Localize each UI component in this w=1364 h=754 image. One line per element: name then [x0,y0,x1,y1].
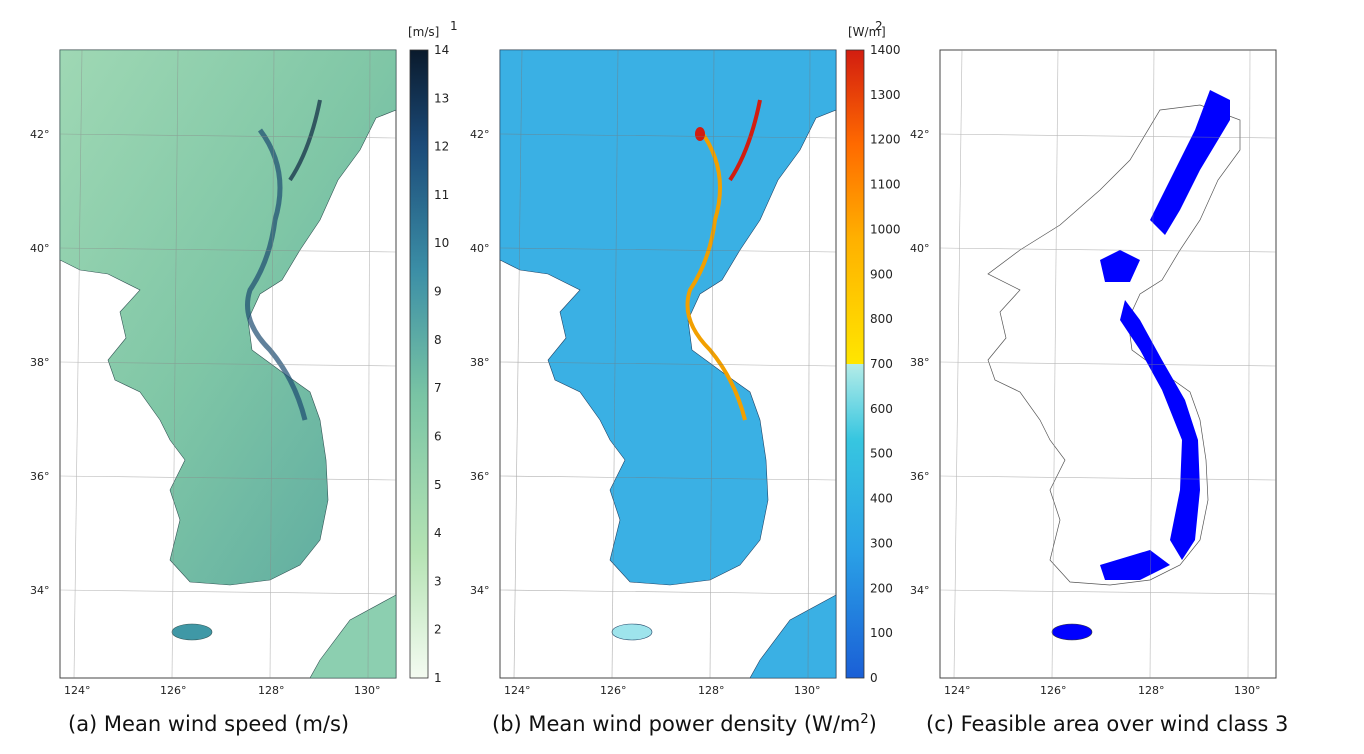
colorbar-label: 3 [434,574,442,588]
mountain-ridge [288,99,322,182]
caption-b: (b) Mean wind power density (W/m2) [492,712,877,736]
hotspot-ridge [728,99,762,182]
lon-label: 126° [160,684,187,697]
colorbar-label: 1 [434,671,442,685]
lon-label: 124° [504,684,531,697]
lat-label: 36° [910,470,930,483]
lon-label: 126° [1040,684,1067,697]
colorbar-labels: 14 13 12 11 10 9 8 7 6 5 4 3 2 1 [434,43,449,685]
colorbar [409,49,429,679]
hotspot-ridge [685,128,747,421]
colorbar-label: 7 [434,381,442,395]
lat-label: 34° [470,584,490,597]
colorbar-label: 1300 [870,88,900,102]
lon-label: 126° [600,684,627,697]
caption-c: (c) Feasible area over wind class 3 [926,712,1289,736]
hotspot [695,127,705,141]
lat-label: 42° [470,128,490,141]
colorbar-label: 14 [434,43,449,57]
colorbar-label: 600 [870,402,893,416]
colorbar-label: 400 [870,492,893,506]
colorbar-labels: 1400130012001100100090080070060050040030… [870,43,900,685]
caption-a: (a) Mean wind speed (m/s) [68,712,350,736]
colorbar-label: 9 [434,285,442,299]
lon-label: 130° [794,684,821,697]
colorbar-unit: [m/s] [408,25,439,39]
lat-label: 40° [30,242,50,255]
lon-label: 128° [698,684,725,697]
colorbar-label: 800 [870,312,893,326]
colorbar-label: 13 [434,91,449,105]
colorbar-label: 300 [870,536,893,550]
graticule [939,49,1277,679]
colorbar-label: 900 [870,267,893,281]
lon-label: 130° [354,684,381,697]
lon-label: 128° [1138,684,1165,697]
jeju-island [611,623,653,641]
colorbar-unit-superscript: 1 [450,20,458,33]
coastline [987,104,1241,586]
land-mass [309,594,397,679]
colorbar-label: 4 [434,526,442,540]
lat-label: 38° [910,356,930,369]
colorbar-label: 700 [870,357,893,371]
lon-label: 124° [944,684,971,697]
caption-b-superscript: 2 [860,712,869,727]
lat-label: 42° [30,128,50,141]
colorbar-label: 10 [434,236,449,250]
colorbar-label: 0 [870,671,878,685]
jeju-feasible-area [1051,623,1093,641]
lat-label: 38° [470,356,490,369]
colorbar-label: 11 [434,188,449,202]
lat-label: 36° [30,470,50,483]
colorbar [845,49,865,679]
colorbar-label: 1100 [870,178,900,192]
colorbar-label: 2 [434,623,442,637]
colorbar-unit-superscript: 2 [875,20,883,33]
feasible-area [1150,90,1230,235]
panel-b-map: 42° 40° 38° 36° 34° 124° 126° 128° 130° … [470,20,900,697]
lat-label: 40° [470,242,490,255]
lon-label: 124° [64,684,91,697]
lat-label: 34° [910,584,930,597]
colorbar-label: 5 [434,478,442,492]
colorbar-label: 8 [434,333,442,347]
graticule [59,49,397,679]
colorbar-unit-suffix: ] [881,25,886,39]
lat-label: 38° [30,356,50,369]
feasible-area [1100,250,1140,282]
panel-a-map: 42° 40° 38° 36° 34° 124° 126° 128° 130° … [30,20,458,697]
colorbar-label: 1200 [870,133,900,147]
colorbar-label: 1000 [870,222,900,236]
colorbar-label: 200 [870,581,893,595]
graticule [499,49,837,679]
colorbar-label: 500 [870,447,893,461]
feasible-area [1100,550,1170,580]
colorbar-label: 12 [434,140,449,154]
lat-label: 36° [470,470,490,483]
lat-label: 42° [910,128,930,141]
lon-label: 128° [258,684,285,697]
panel-c-map: 42° 40° 38° 36° 34° 124° 126° 128° 130° [910,49,1277,697]
jeju-island [171,623,213,641]
colorbar-label: 6 [434,429,442,443]
feasible-area [1120,300,1200,560]
mountain-ridge [245,128,308,421]
land-mass [59,49,397,586]
colorbar-label: 100 [870,626,893,640]
lon-label: 130° [1234,684,1261,697]
lat-label: 40° [910,242,930,255]
lat-label: 34° [30,584,50,597]
land-mass [499,49,837,586]
colorbar-label: 1400 [870,43,900,57]
land-mass [749,594,837,679]
colorbar-unit: [W/m [848,25,880,39]
